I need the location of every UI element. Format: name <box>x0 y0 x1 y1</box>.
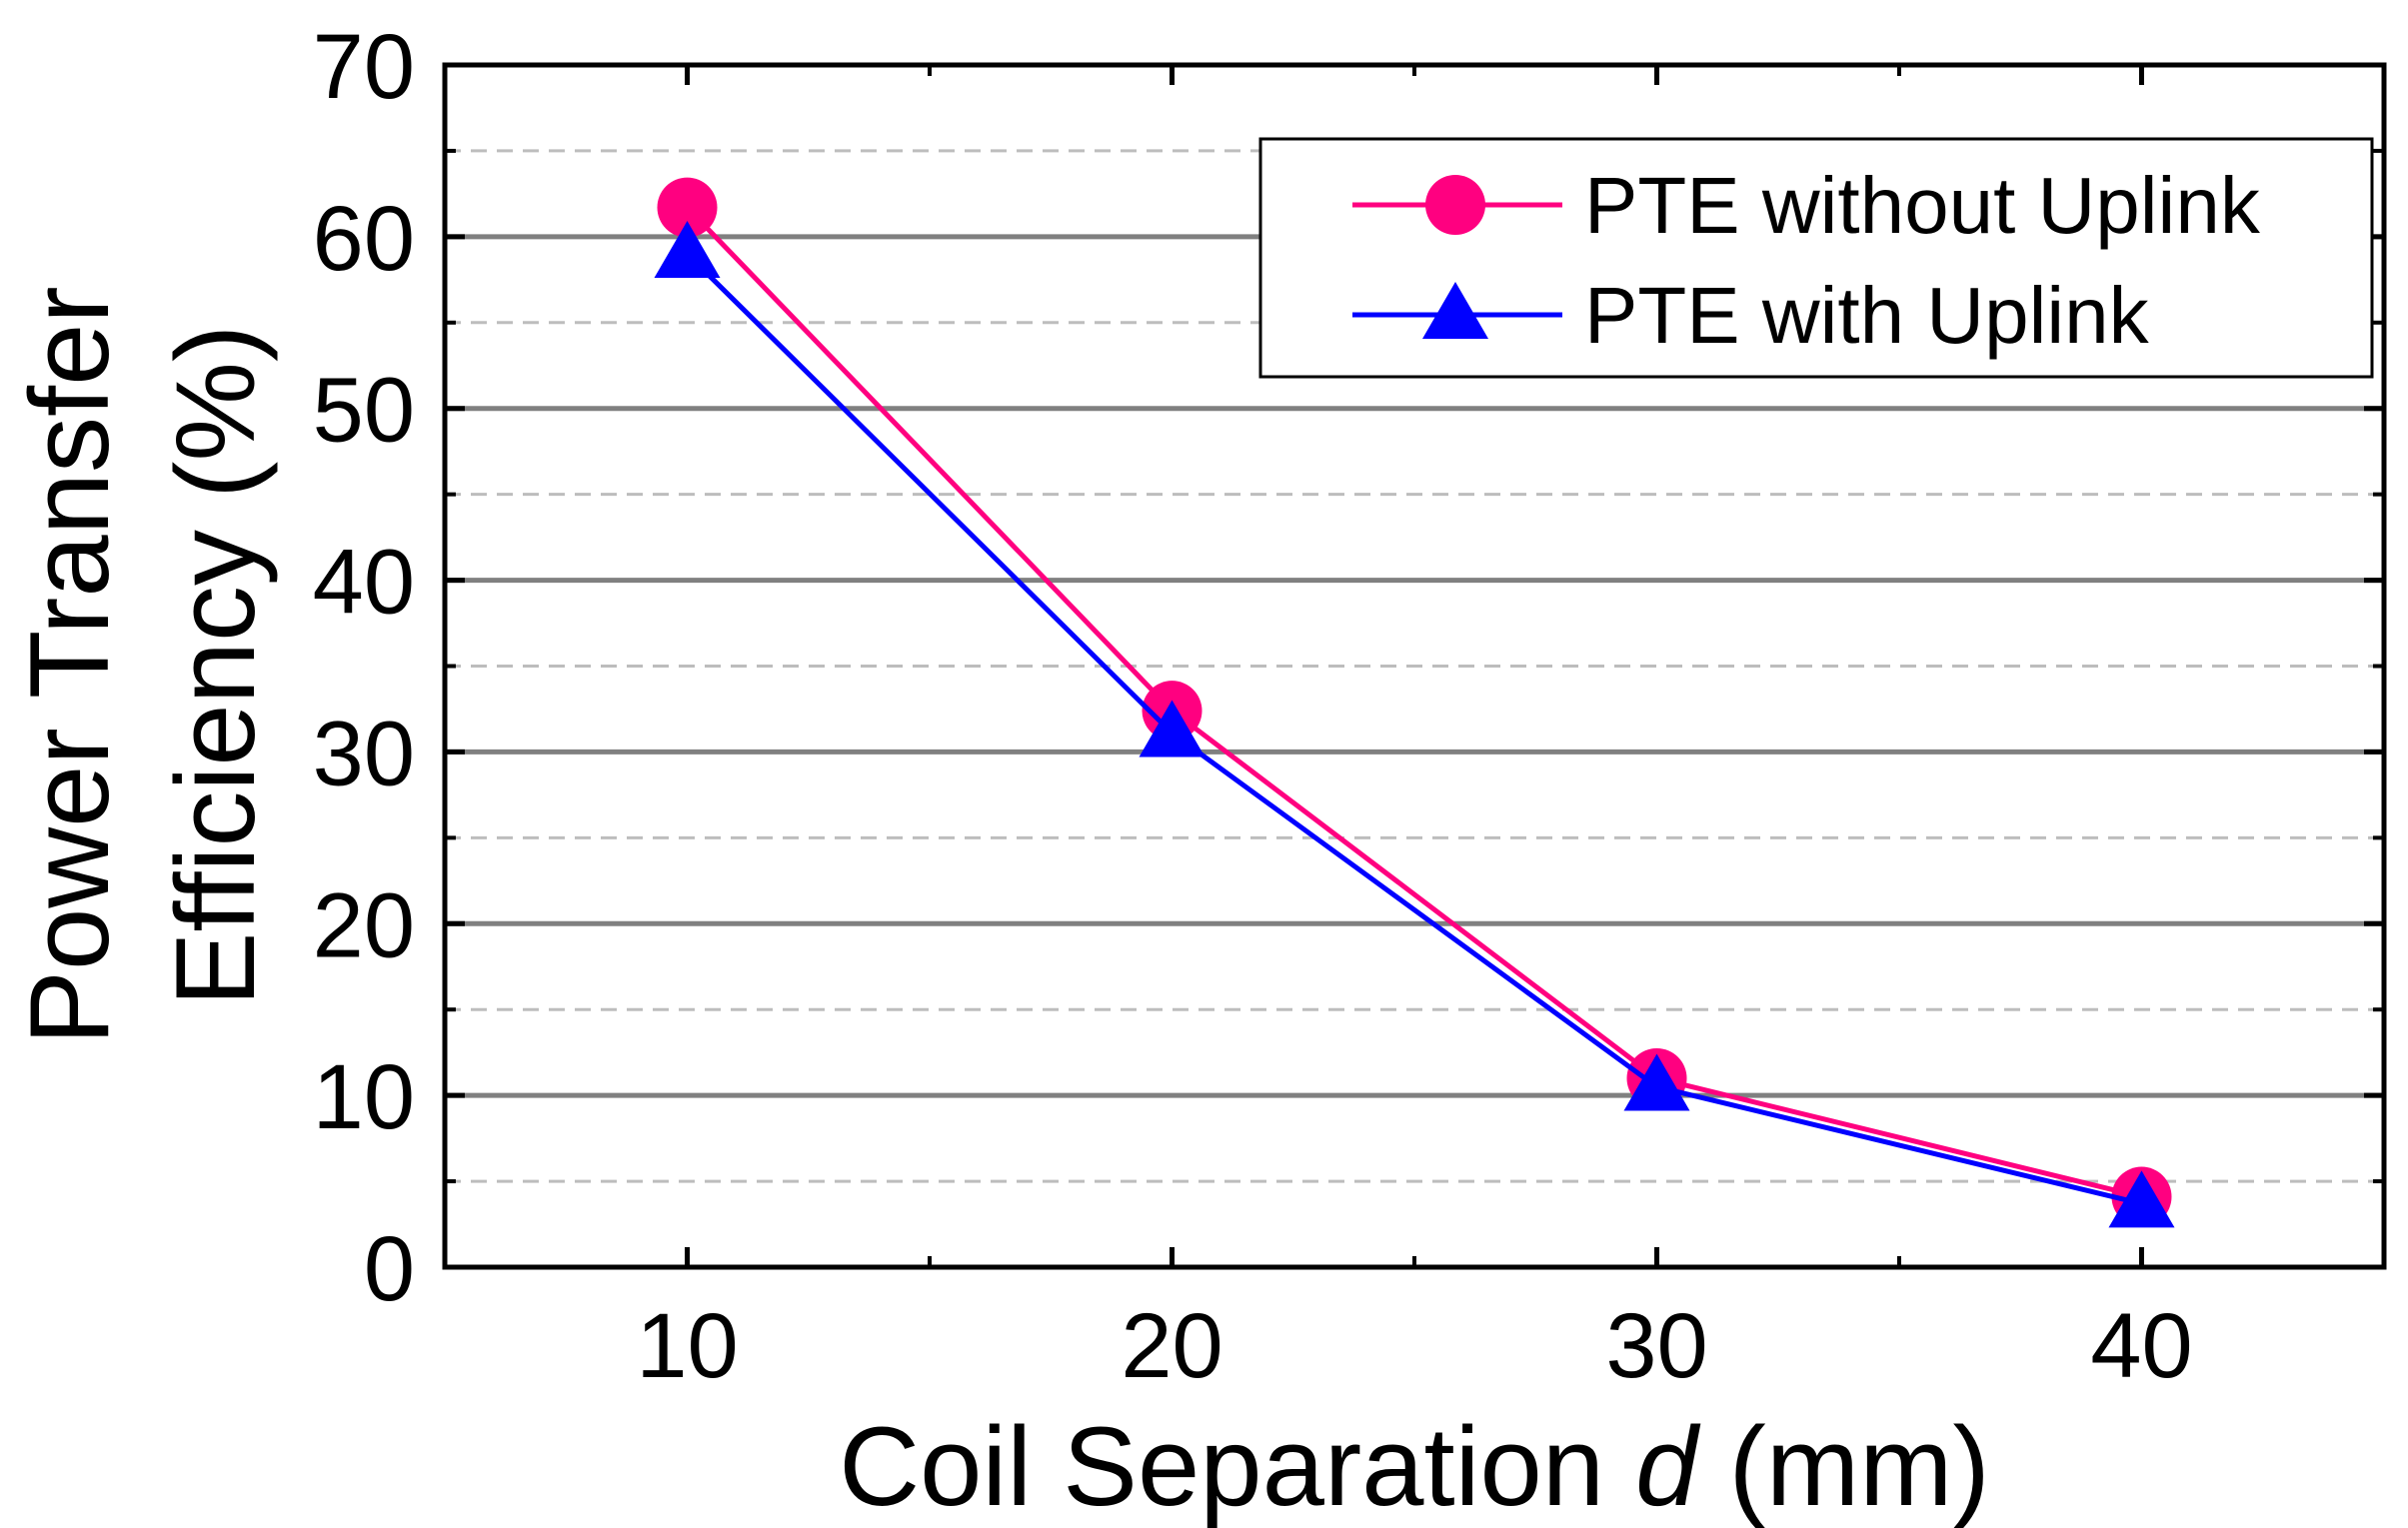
series-pte-with-uplink <box>654 221 2175 1228</box>
data-point-triangle <box>1623 1053 1690 1111</box>
plot-frame <box>442 62 2387 1270</box>
data-point-circle <box>657 177 718 238</box>
data-point-triangle <box>654 221 721 279</box>
legend-item-without-uplink: PTE without Uplink <box>1352 161 2261 250</box>
x-axis-title-variable: d <box>1635 1404 1701 1528</box>
x-tick-labels: 10 20 30 40 <box>636 1295 2192 1397</box>
data-point-triangle <box>1139 700 1205 758</box>
x-tick-label: 40 <box>2090 1295 2192 1397</box>
y-tick-label: 60 <box>313 188 415 290</box>
legend-item-with-uplink: PTE with Uplink <box>1352 271 2150 360</box>
y-tick-labels: 0 10 20 30 40 50 60 70 <box>313 16 415 1320</box>
gridlines <box>445 149 2384 1183</box>
data-point-triangle <box>2108 1170 2175 1228</box>
y-tick-label: 20 <box>313 874 415 976</box>
legend-label-with-uplink: PTE with Uplink <box>1584 271 2150 360</box>
y-tick-label: 0 <box>364 1218 415 1320</box>
y-tick-label: 70 <box>313 16 415 118</box>
series-line <box>685 205 2143 1199</box>
y-tick-label: 10 <box>313 1046 415 1148</box>
y-tick-label: 30 <box>313 703 415 804</box>
series-line <box>685 252 2143 1206</box>
legend-marker-circle <box>1425 175 1485 235</box>
y-tick-label: 40 <box>313 532 415 634</box>
x-axis-title-prefix: Coil Separation <box>839 1404 1635 1528</box>
y-axis-title-line1: Power Transfer <box>7 286 132 1044</box>
x-tick-label: 20 <box>1121 1295 1222 1397</box>
x-tick-label: 30 <box>1605 1295 1707 1397</box>
y-axis-title-line2: Efficiency (%) <box>153 325 278 1007</box>
legend-label-without-uplink: PTE without Uplink <box>1584 161 2261 250</box>
x-axis-title-suffix: (mm) <box>1697 1404 1989 1528</box>
x-tick-label: 10 <box>636 1295 738 1397</box>
legend-marker-triangle <box>1422 282 1488 339</box>
x-axis-title: Coil Separation d (mm) <box>839 1404 1990 1528</box>
data-series <box>654 177 2175 1228</box>
legend: PTE without Uplink PTE with Uplink <box>1258 137 2374 379</box>
y-tick-label: 50 <box>313 360 415 462</box>
